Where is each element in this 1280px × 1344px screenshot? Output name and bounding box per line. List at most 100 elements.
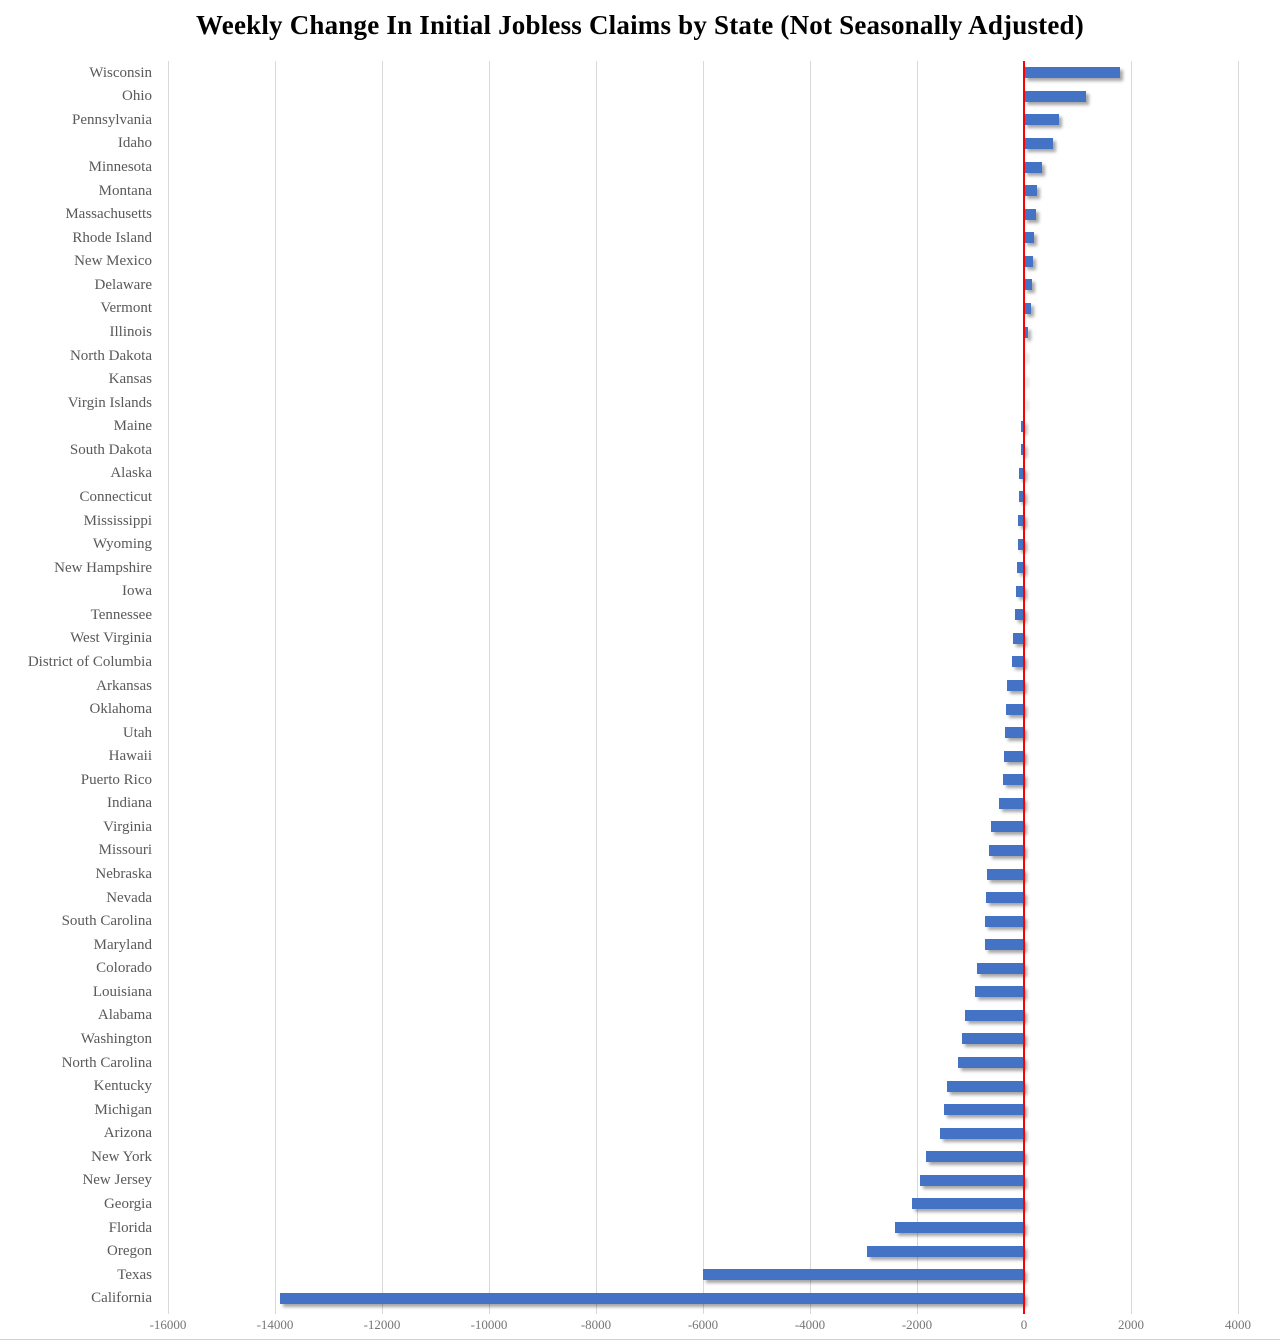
bar-alabama: [964, 1009, 1024, 1021]
bar-south-carolina: [985, 915, 1024, 927]
category-label: South Carolina: [61, 913, 152, 930]
bar-texas: [703, 1269, 1024, 1281]
category-label: New Jersey: [82, 1172, 152, 1189]
bar-district-of-columbia: [1011, 656, 1024, 668]
category-label: Rhode Island: [72, 229, 152, 246]
category-label: West Virginia: [70, 630, 152, 647]
gridline: [702, 61, 704, 1314]
bar-wyoming: [1017, 538, 1024, 550]
bar-california: [280, 1292, 1024, 1304]
gridline: [1237, 61, 1239, 1314]
gridline: [916, 61, 918, 1314]
bar-puerto-rico: [1003, 774, 1024, 786]
bar-kentucky: [946, 1080, 1024, 1092]
bar-michigan: [944, 1104, 1024, 1116]
category-label: Washington: [80, 1030, 152, 1047]
bar-colorado: [977, 962, 1024, 974]
category-label: Mississippi: [83, 512, 152, 529]
bar-vermont: [1024, 302, 1031, 314]
category-label: Iowa: [122, 583, 152, 600]
x-tick-label: -16000: [149, 1317, 187, 1332]
x-tick-label: -12000: [363, 1317, 401, 1332]
category-label: Illinois: [109, 324, 152, 340]
bar-tennessee: [1014, 609, 1024, 621]
category-label: Arkansas: [96, 677, 152, 694]
bar-nevada: [986, 892, 1024, 904]
bar-arkansas: [1007, 680, 1024, 691]
category-label: Ohio: [122, 88, 152, 105]
category-label: Pennsylvania: [72, 111, 152, 128]
category-label: Alabama: [97, 1007, 152, 1024]
x-tick-label: -2000: [901, 1317, 933, 1332]
category-label: Tennessee: [90, 606, 152, 623]
category-label: Maryland: [93, 936, 152, 953]
category-label: Oklahoma: [89, 701, 152, 718]
x-tick-label: -14000: [256, 1317, 294, 1332]
bar-florida: [895, 1222, 1024, 1234]
zero-axis-line: [1023, 61, 1025, 1314]
category-label: North Dakota: [69, 347, 152, 364]
bar-nebraska: [986, 868, 1024, 880]
category-label: Michigan: [94, 1101, 153, 1118]
bar-mississippi: [1018, 515, 1024, 527]
category-label: South Dakota: [69, 441, 152, 458]
bar-minnesota: [1024, 161, 1042, 173]
bar-west-virginia: [1013, 632, 1024, 644]
category-label: New Mexico: [74, 253, 152, 270]
bar-pennsylvania: [1024, 114, 1059, 126]
category-label: Maine: [113, 418, 152, 435]
bar-oregon: [867, 1245, 1024, 1257]
gridline: [595, 61, 597, 1314]
gridline: [381, 61, 383, 1314]
bar-idaho: [1024, 137, 1053, 149]
bar-louisiana: [974, 986, 1024, 998]
category-label: Hawaii: [108, 748, 152, 765]
category-label: Colorado: [96, 960, 152, 977]
bar-iowa: [1015, 585, 1024, 597]
gridline: [488, 61, 490, 1314]
category-label: Puerto Rico: [80, 771, 152, 788]
category-label: Delaware: [94, 276, 152, 293]
bar-delaware: [1024, 279, 1032, 291]
category-label: Idaho: [117, 135, 152, 152]
category-label: New York: [91, 1148, 152, 1165]
bar-new-york: [925, 1151, 1024, 1163]
bar-georgia: [912, 1198, 1024, 1210]
bar-washington: [962, 1033, 1024, 1045]
category-label: North Carolina: [61, 1054, 152, 1071]
gridline: [809, 61, 811, 1314]
category-label: Indiana: [107, 795, 152, 812]
category-label: Wisconsin: [89, 64, 152, 81]
bar-oklahoma: [1006, 703, 1024, 715]
bar-montana: [1024, 185, 1037, 197]
bar-connecticut: [1018, 491, 1024, 503]
bar-utah: [1005, 727, 1024, 739]
bar-indiana: [999, 797, 1024, 809]
category-label: Virgin Islands: [67, 394, 152, 411]
bar-maine: [1021, 420, 1024, 432]
category-label: Minnesota: [88, 159, 152, 176]
gridline: [167, 61, 169, 1314]
category-label: Nebraska: [95, 866, 152, 883]
bar-new-mexico: [1024, 255, 1034, 267]
x-tick-label: -10000: [470, 1317, 508, 1332]
category-label: Florida: [108, 1219, 152, 1236]
x-tick-label: 2000: [1118, 1317, 1144, 1332]
category-label: Kansas: [108, 371, 152, 388]
bar-rhode-island: [1024, 232, 1034, 244]
category-label: New Hampshire: [54, 559, 152, 576]
category-label: Vermont: [100, 300, 152, 317]
category-label: Utah: [122, 724, 152, 741]
gridline: [274, 61, 276, 1314]
gridline: [1130, 61, 1132, 1314]
category-label: Georgia: [103, 1195, 152, 1212]
bar-new-hampshire: [1016, 562, 1024, 574]
category-label: Louisiana: [92, 983, 152, 1000]
category-label: Oregon: [107, 1243, 152, 1260]
x-tick-label: 4000: [1225, 1317, 1251, 1332]
bar-north-carolina: [957, 1057, 1024, 1069]
category-label: District of Columbia: [27, 653, 152, 670]
category-label: Missouri: [98, 842, 152, 859]
category-label: Connecticut: [79, 488, 152, 505]
